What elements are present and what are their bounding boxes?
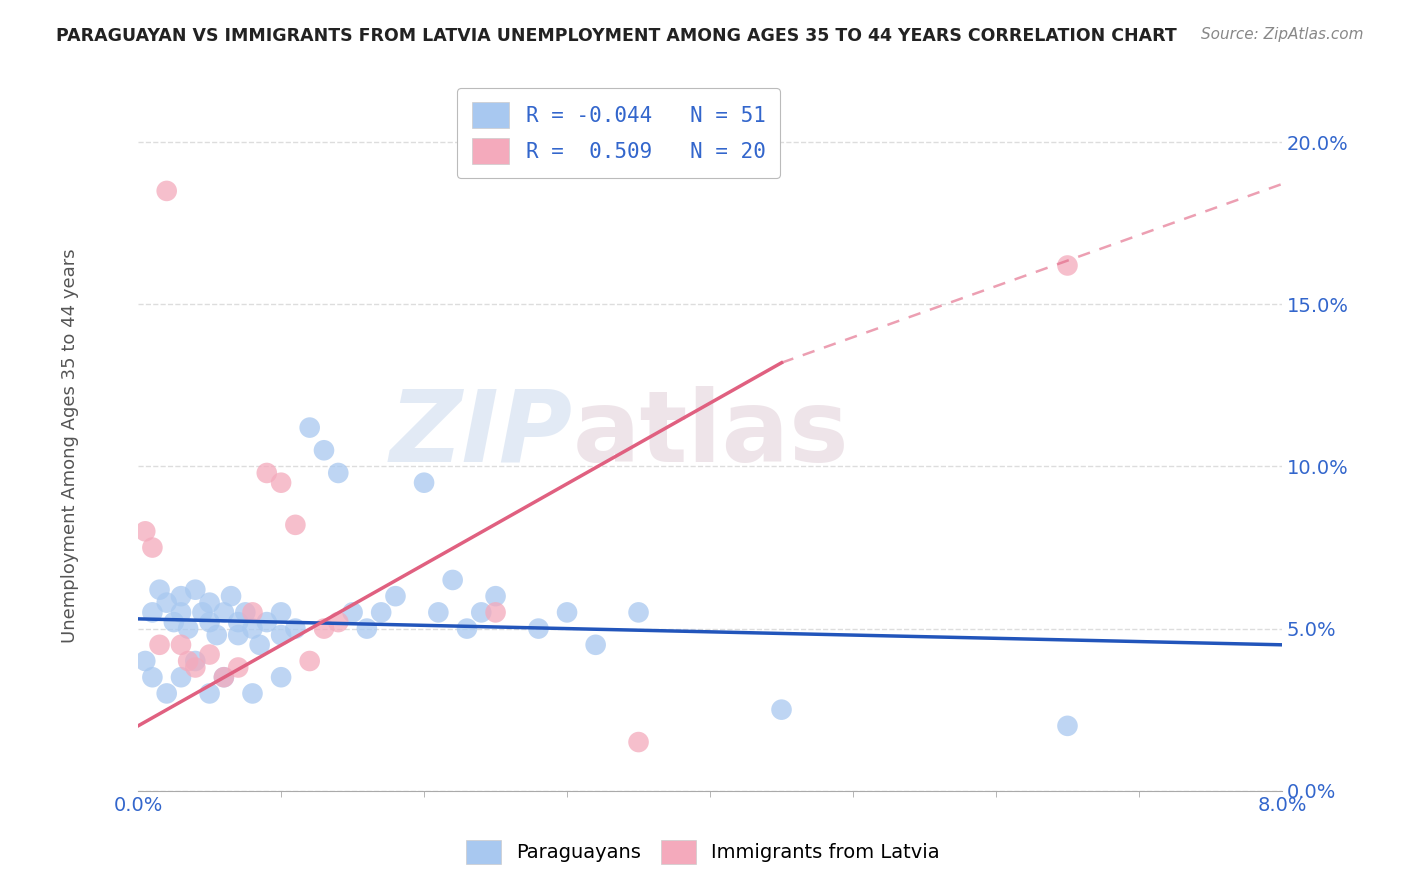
Point — [456, 622, 478, 636]
Point — [342, 606, 364, 620]
Point — [148, 638, 170, 652]
Point — [226, 628, 249, 642]
Point — [170, 670, 193, 684]
Point — [198, 686, 221, 700]
Point — [627, 606, 650, 620]
Point — [441, 573, 464, 587]
Point — [484, 606, 506, 620]
Point — [312, 443, 335, 458]
Point — [198, 648, 221, 662]
Point — [284, 622, 307, 636]
Point — [328, 466, 350, 480]
Legend: R = -0.044   N = 51, R =  0.509   N = 20: R = -0.044 N = 51, R = 0.509 N = 20 — [457, 87, 780, 178]
Point — [427, 606, 450, 620]
Text: ZIP: ZIP — [389, 385, 572, 483]
Point — [328, 615, 350, 629]
Point — [484, 589, 506, 603]
Point — [184, 660, 207, 674]
Point — [198, 615, 221, 629]
Point — [270, 628, 292, 642]
Point — [413, 475, 436, 490]
Point — [1056, 719, 1078, 733]
Point — [233, 606, 256, 620]
Point — [198, 596, 221, 610]
Text: atlas: atlas — [572, 385, 849, 483]
Point — [298, 654, 321, 668]
Point — [256, 466, 278, 480]
Point — [170, 589, 193, 603]
Point — [134, 524, 156, 539]
Text: PARAGUAYAN VS IMMIGRANTS FROM LATVIA UNEMPLOYMENT AMONG AGES 35 TO 44 YEARS CORR: PARAGUAYAN VS IMMIGRANTS FROM LATVIA UNE… — [56, 27, 1177, 45]
Point — [256, 615, 278, 629]
Point — [242, 622, 264, 636]
Point — [627, 735, 650, 749]
Point — [585, 638, 607, 652]
Point — [555, 606, 578, 620]
Point — [249, 638, 271, 652]
Point — [527, 622, 550, 636]
Point — [298, 420, 321, 434]
Point — [184, 654, 207, 668]
Point — [156, 686, 179, 700]
Point — [141, 541, 163, 555]
Point — [184, 582, 207, 597]
Point — [284, 517, 307, 532]
Point — [384, 589, 406, 603]
Point — [219, 589, 242, 603]
Point — [226, 660, 249, 674]
Point — [212, 606, 235, 620]
Point — [212, 670, 235, 684]
Point — [270, 475, 292, 490]
Point — [770, 703, 793, 717]
Point — [163, 615, 186, 629]
Point — [270, 606, 292, 620]
Point — [1056, 259, 1078, 273]
Point — [170, 638, 193, 652]
Point — [156, 596, 179, 610]
Point — [312, 622, 335, 636]
Text: Unemployment Among Ages 35 to 44 years: Unemployment Among Ages 35 to 44 years — [62, 249, 79, 643]
Point — [226, 615, 249, 629]
Point — [170, 606, 193, 620]
Point — [134, 654, 156, 668]
Point — [242, 606, 264, 620]
Point — [141, 606, 163, 620]
Point — [141, 670, 163, 684]
Point — [177, 622, 200, 636]
Point — [370, 606, 392, 620]
Legend: Paraguayans, Immigrants from Latvia: Paraguayans, Immigrants from Latvia — [457, 830, 949, 873]
Point — [270, 670, 292, 684]
Point — [212, 670, 235, 684]
Point — [148, 582, 170, 597]
Point — [156, 184, 179, 198]
Point — [470, 606, 492, 620]
Point — [356, 622, 378, 636]
Point — [191, 606, 214, 620]
Text: Source: ZipAtlas.com: Source: ZipAtlas.com — [1201, 27, 1364, 42]
Point — [177, 654, 200, 668]
Point — [242, 686, 264, 700]
Point — [205, 628, 228, 642]
